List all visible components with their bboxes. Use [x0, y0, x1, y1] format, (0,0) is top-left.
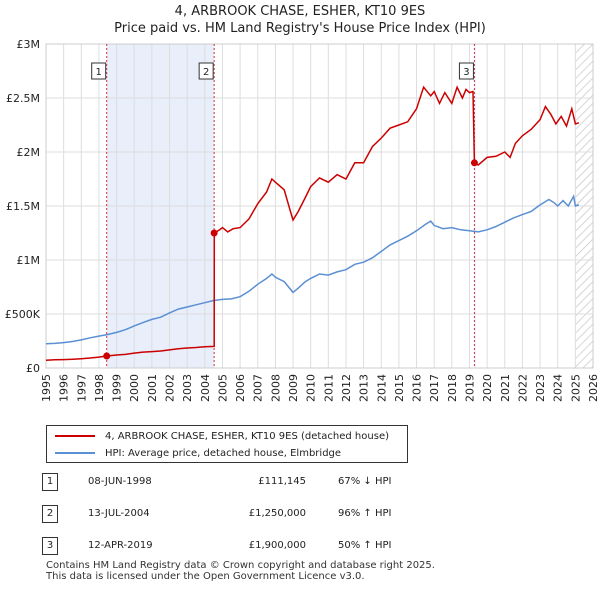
- x-tick-label: 2007: [252, 374, 265, 402]
- sale-1-badge: [91, 62, 107, 80]
- x-tick-label: 1996: [58, 374, 71, 402]
- sale-date: 12-APR-2019: [88, 540, 153, 551]
- legend: 4, ARBROOK CHASE, ESHER, KT10 9ES (detac…: [46, 425, 408, 463]
- x-tick-label: 2022: [516, 374, 529, 402]
- sale-date: 13-JUL-2004: [88, 508, 150, 519]
- sale-price: £1,900,000: [248, 540, 306, 551]
- footer-attribution: Contains HM Land Registry data © Crown c…: [46, 560, 435, 582]
- y-tick-label: £2.5M: [6, 92, 40, 105]
- sale-price: £1,250,000: [248, 508, 306, 519]
- x-tick-label: 2025: [569, 374, 582, 402]
- x-tick-label: 1997: [75, 374, 88, 402]
- x-tick-label: 2001: [146, 374, 159, 402]
- sale-hpi-change: 67% ↓ HPI: [338, 476, 392, 487]
- x-tick-label: 2019: [463, 374, 476, 402]
- x-tick-label: 2011: [322, 374, 335, 402]
- sale-number-badge: 1: [42, 473, 58, 491]
- legend-swatch-hpi: [55, 452, 95, 454]
- x-tick-label: 1995: [40, 374, 53, 402]
- x-tick-label: 2010: [305, 374, 318, 402]
- footer-line-licence: This data is licensed under the Open Gov…: [46, 571, 365, 582]
- chart-title: 4, ARBROOK CHASE, ESHER, KT10 9ES: [174, 4, 426, 19]
- price-chart: 1995 1996 1997 1998 1999 2000 2001 2002 2003 2004…: [5, 38, 600, 402]
- table-row: 1 08-JUN-1998 £111,145 67% ↓ HPI: [42, 473, 402, 495]
- sale-hpi-change: 96% ↑ HPI: [338, 508, 392, 519]
- legend-swatch-property: [55, 435, 95, 437]
- x-tick-label: 2018: [446, 374, 459, 402]
- x-tick-label: 2003: [181, 374, 194, 402]
- table-row: 2 13-JUL-2004 £1,250,000 96% ↑ HPI: [42, 505, 402, 527]
- sale-3-point: [470, 159, 478, 167]
- x-tick-label: 2017: [428, 374, 441, 402]
- x-tick-label: 2020: [481, 374, 494, 402]
- y-tick-label: £1M: [17, 254, 41, 267]
- hpi-series-line: [45, 194, 580, 345]
- property-series-line: [45, 85, 580, 361]
- x-tick-label: 2016: [411, 374, 424, 402]
- x-tick-label: 1999: [111, 374, 124, 402]
- y-tick-label: £1.5M: [6, 200, 40, 213]
- legend-item-property: 4, ARBROOK CHASE, ESHER, KT10 9ES (detac…: [55, 428, 389, 444]
- x-tick-label: 2014: [375, 374, 388, 402]
- y-tick-label: £3M: [17, 38, 41, 51]
- y-tick-label: £500K: [5, 308, 41, 321]
- chart-subtitle: Price paid vs. HM Land Registry's House …: [114, 21, 486, 36]
- x-tick-label: 2015: [393, 374, 406, 402]
- table-row: 3 12-APR-2019 £1,900,000 50% ↑ HPI: [42, 537, 402, 559]
- sale-date: 08-JUN-1998: [88, 476, 152, 487]
- x-tick-label: 2008: [269, 374, 282, 402]
- legend-item-hpi: HPI: Average price, detached house, Elmb…: [55, 445, 341, 461]
- sale-2-point: [210, 229, 218, 237]
- x-tick-label: 2024: [552, 374, 565, 402]
- sale-2-badge: [198, 62, 214, 80]
- y-tick-label: £0: [26, 362, 40, 375]
- x-tick-label: 2023: [534, 374, 547, 402]
- x-tick-label: 2006: [234, 374, 247, 402]
- sale-1-point: [103, 352, 111, 360]
- x-tick-label: 2013: [358, 374, 371, 402]
- legend-label-property: 4, ARBROOK CHASE, ESHER, KT10 9ES (detac…: [105, 430, 389, 442]
- legend-label-hpi: HPI: Average price, detached house, Elmb…: [105, 447, 342, 459]
- x-tick-label: 1998: [93, 374, 106, 402]
- plot-border: [45, 43, 594, 369]
- sale-1-badge-label: 1: [96, 67, 102, 78]
- y-tick-label: £2M: [17, 146, 41, 159]
- x-tick-label: 2002: [164, 374, 177, 402]
- footer-line-copyright: Contains HM Land Registry data © Crown c…: [46, 560, 435, 571]
- sale-3-badge-label: 3: [463, 67, 469, 78]
- x-tick-label: 2026: [587, 374, 600, 402]
- sale-3-badge: [458, 62, 474, 80]
- sale-price: £111,145: [258, 476, 306, 487]
- sale-2-badge-label: 2: [203, 67, 209, 78]
- x-tick-label: 2000: [128, 374, 141, 402]
- x-tick-label: 2005: [216, 374, 229, 402]
- sale-number-badge: 3: [42, 537, 58, 555]
- sale-hpi-change: 50% ↑ HPI: [338, 540, 392, 551]
- x-tick-label: 2012: [340, 374, 353, 402]
- sale-number-badge: 2: [42, 505, 58, 523]
- x-tick-label: 2021: [499, 374, 512, 402]
- x-tick-label: 2004: [199, 374, 212, 402]
- x-tick-label: 2009: [287, 374, 300, 402]
